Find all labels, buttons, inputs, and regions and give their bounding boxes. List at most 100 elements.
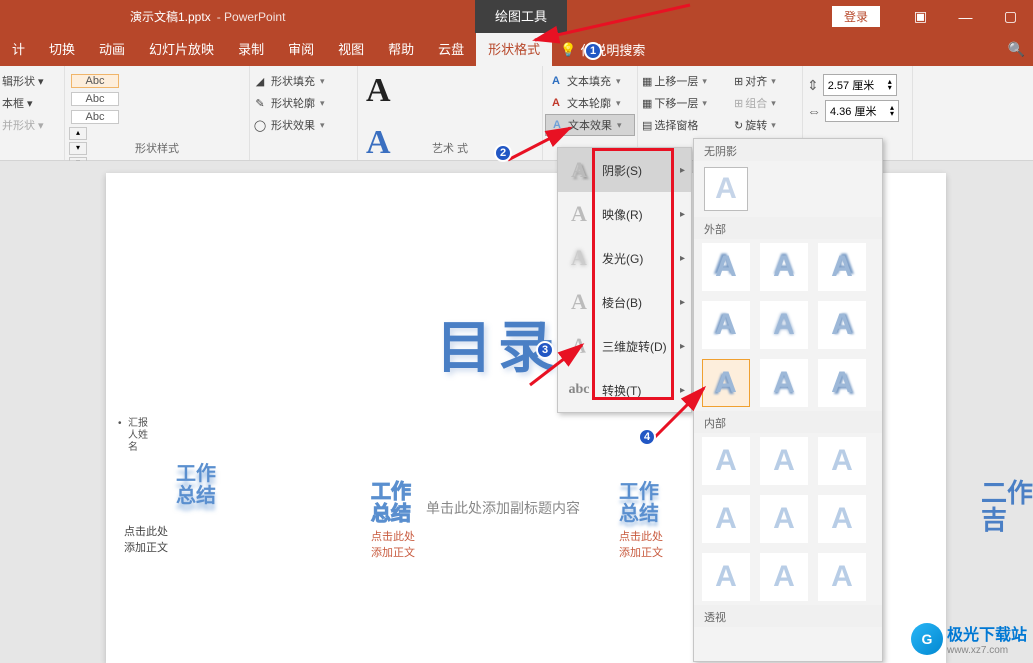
click-placeholder-1[interactable]: 点击此处 添加正文	[124, 523, 168, 555]
click-placeholder-3[interactable]: 点击此处 添加正文	[619, 528, 663, 560]
ribbon-display-options-button[interactable]: ▣	[898, 0, 943, 33]
align-button[interactable]: ⊞对齐▾	[734, 70, 798, 92]
rotate-button[interactable]: ↻旋转▾	[734, 114, 798, 136]
outer-shadow-6[interactable]: A	[818, 301, 866, 349]
tab-slideshow[interactable]: 幻灯片放映	[137, 33, 226, 66]
text-fill-button[interactable]: A文本填充▾	[545, 70, 635, 92]
selection-pane-button[interactable]: ▤选择窗格	[642, 114, 734, 136]
lightbulb-icon: 💡	[560, 42, 576, 58]
menu-shadow[interactable]: A阴影(S)▸	[558, 148, 691, 192]
group-shape-styles: Abc Abc Abc ▴▾▾ 形状样式	[65, 66, 250, 160]
outer-shadow-2[interactable]: A	[760, 243, 808, 291]
shape-style-thumb-2[interactable]: Abc	[71, 92, 119, 106]
rotate3d-icon: A	[565, 329, 590, 363]
outer-shadow-1[interactable]: A	[702, 243, 750, 291]
outer-shadow-7[interactable]: A	[702, 359, 750, 407]
inner-shadow-5[interactable]: A	[760, 495, 808, 543]
group-wordart-styles: A A A ▴▾▾ 艺术 式	[358, 66, 543, 160]
text-effects-icon: A	[549, 117, 565, 133]
outer-shadow-5[interactable]: A	[760, 301, 808, 349]
menu-transform[interactable]: abc转换(T)▸	[558, 368, 691, 412]
inner-shadow-2[interactable]: A	[760, 437, 808, 485]
tab-view[interactable]: 视图	[326, 33, 376, 66]
header-inner: 内部	[694, 411, 882, 433]
merge-shapes-button[interactable]: 并形状 ▾	[2, 114, 62, 136]
bring-forward-button[interactable]: ▦上移一层▾	[642, 70, 734, 92]
tab-cloud[interactable]: 云盘	[426, 33, 476, 66]
minimize-button[interactable]: —	[943, 0, 988, 33]
shape-effects-button[interactable]: ◯形状效果▾	[252, 114, 355, 136]
inner-shadow-grid: A A A A A A A A A	[694, 433, 882, 605]
outer-shadow-grid: A A A A A A A A A	[694, 239, 882, 411]
tab-transitions[interactable]: 切换	[37, 33, 87, 66]
width-icon: ⇔	[807, 103, 821, 119]
height-input[interactable]: 2.57 厘米▴▾	[823, 74, 897, 96]
search-icon[interactable]: 🔍	[1008, 41, 1025, 58]
maximize-button[interactable]: ▢	[988, 0, 1033, 33]
group-button[interactable]: ⊞组合▾	[734, 92, 798, 114]
badge-1: 1	[584, 42, 602, 60]
work-summary-2[interactable]: 工作 总结	[371, 481, 411, 525]
click-placeholder-2[interactable]: 点击此处 添加正文	[371, 528, 415, 560]
work-summary-4-partial: 二作 吉	[981, 480, 1033, 535]
inner-shadow-9[interactable]: A	[818, 553, 866, 601]
shape-style-thumb-3[interactable]: Abc	[71, 110, 119, 124]
group-label-wordart: 艺术 式	[358, 140, 542, 156]
rotate-icon: ↻	[734, 119, 743, 132]
shape-fill-button[interactable]: ◢形状填充▾	[252, 70, 355, 92]
text-effects-button[interactable]: A文本效果▾	[545, 114, 635, 136]
work-summary-1[interactable]: 工作 总结	[176, 463, 216, 507]
text-outline-button[interactable]: A文本轮廓▾	[545, 92, 635, 114]
shape-outline-button[interactable]: ✎形状轮廓▾	[252, 92, 355, 114]
wordart-thumb-1[interactable]: A	[366, 72, 391, 110]
ribbon-tabs: 计 切换 动画 幻灯片放映 录制 审阅 视图 帮助 云盘 形状格式 💡 作说明搜…	[0, 33, 1033, 66]
menu-3d-rotation[interactable]: A三维旋转(D)▸	[558, 324, 691, 368]
shape-style-thumb-1[interactable]: Abc	[71, 74, 119, 88]
badge-4: 4	[638, 428, 656, 446]
text-effects-menu: A阴影(S)▸ A映像(R)▸ A发光(G)▸ A棱台(B)▸ A三维旋转(D)…	[557, 147, 692, 413]
tab-review[interactable]: 审阅	[276, 33, 326, 66]
menu-bevel[interactable]: A棱台(B)▸	[558, 280, 691, 324]
work-summary-3[interactable]: 工作 总结	[619, 481, 659, 525]
tab-help[interactable]: 帮助	[376, 33, 426, 66]
outer-shadow-3[interactable]: A	[818, 243, 866, 291]
tab-shape-format[interactable]: 形状格式	[476, 33, 552, 66]
tab-recording[interactable]: 录制	[226, 33, 276, 66]
inner-shadow-7[interactable]: A	[702, 553, 750, 601]
edit-shape-button[interactable]: 辑形状 ▾	[2, 70, 62, 92]
badge-2: 2	[494, 144, 512, 162]
text-box-button[interactable]: 本框 ▾	[2, 92, 62, 114]
outer-shadow-4[interactable]: A	[702, 301, 750, 349]
contextual-tab-drawing-tools[interactable]: 绘图工具	[475, 0, 567, 33]
inner-shadow-4[interactable]: A	[702, 495, 750, 543]
send-backward-button[interactable]: ▦下移一层▾	[642, 92, 734, 114]
subtitle-placeholder[interactable]: 单击此处添加副标题内容	[426, 498, 580, 518]
width-input[interactable]: 4.36 厘米▴▾	[825, 100, 899, 122]
reflection-icon: A	[566, 199, 592, 229]
group-icon: ⊞	[734, 97, 743, 110]
inner-shadow-8[interactable]: A	[760, 553, 808, 601]
outer-shadow-9[interactable]: A	[818, 359, 866, 407]
no-shadow-option[interactable]: A	[704, 167, 748, 211]
watermark: G 极光下载站 www.xz7.com	[911, 621, 1027, 656]
tab-design[interactable]: 计	[0, 33, 37, 66]
header-perspective: 透视	[694, 605, 882, 627]
group-text-effects: A文本填充▾ A文本轮廓▾ A文本效果▾	[543, 66, 638, 160]
tell-me-search[interactable]: 💡 作说明搜索	[560, 40, 645, 59]
reporter-placeholder[interactable]: 汇报 人姓 名	[128, 418, 148, 454]
login-button[interactable]: 登录	[832, 6, 880, 27]
document-title: 演示文稿1.pptx	[130, 8, 211, 25]
group-shape-fill: ◢形状填充▾ ✎形状轮廓▾ ◯形状效果▾	[250, 66, 358, 160]
text-outline-icon: A	[548, 95, 564, 111]
tab-animations[interactable]: 动画	[87, 33, 137, 66]
inner-shadow-3[interactable]: A	[818, 437, 866, 485]
effects-icon: ◯	[252, 117, 268, 133]
send-backward-icon: ▦	[642, 97, 652, 110]
menu-reflection[interactable]: A映像(R)▸	[558, 192, 691, 236]
menu-glow[interactable]: A发光(G)▸	[558, 236, 691, 280]
outer-shadow-8[interactable]: A	[760, 359, 808, 407]
shadow-gallery: 无阴影 A 外部 A A A A A A A A A 内部 A A A A A …	[693, 138, 883, 662]
inner-shadow-1[interactable]: A	[702, 437, 750, 485]
watermark-icon: G	[911, 623, 943, 655]
inner-shadow-6[interactable]: A	[818, 495, 866, 543]
